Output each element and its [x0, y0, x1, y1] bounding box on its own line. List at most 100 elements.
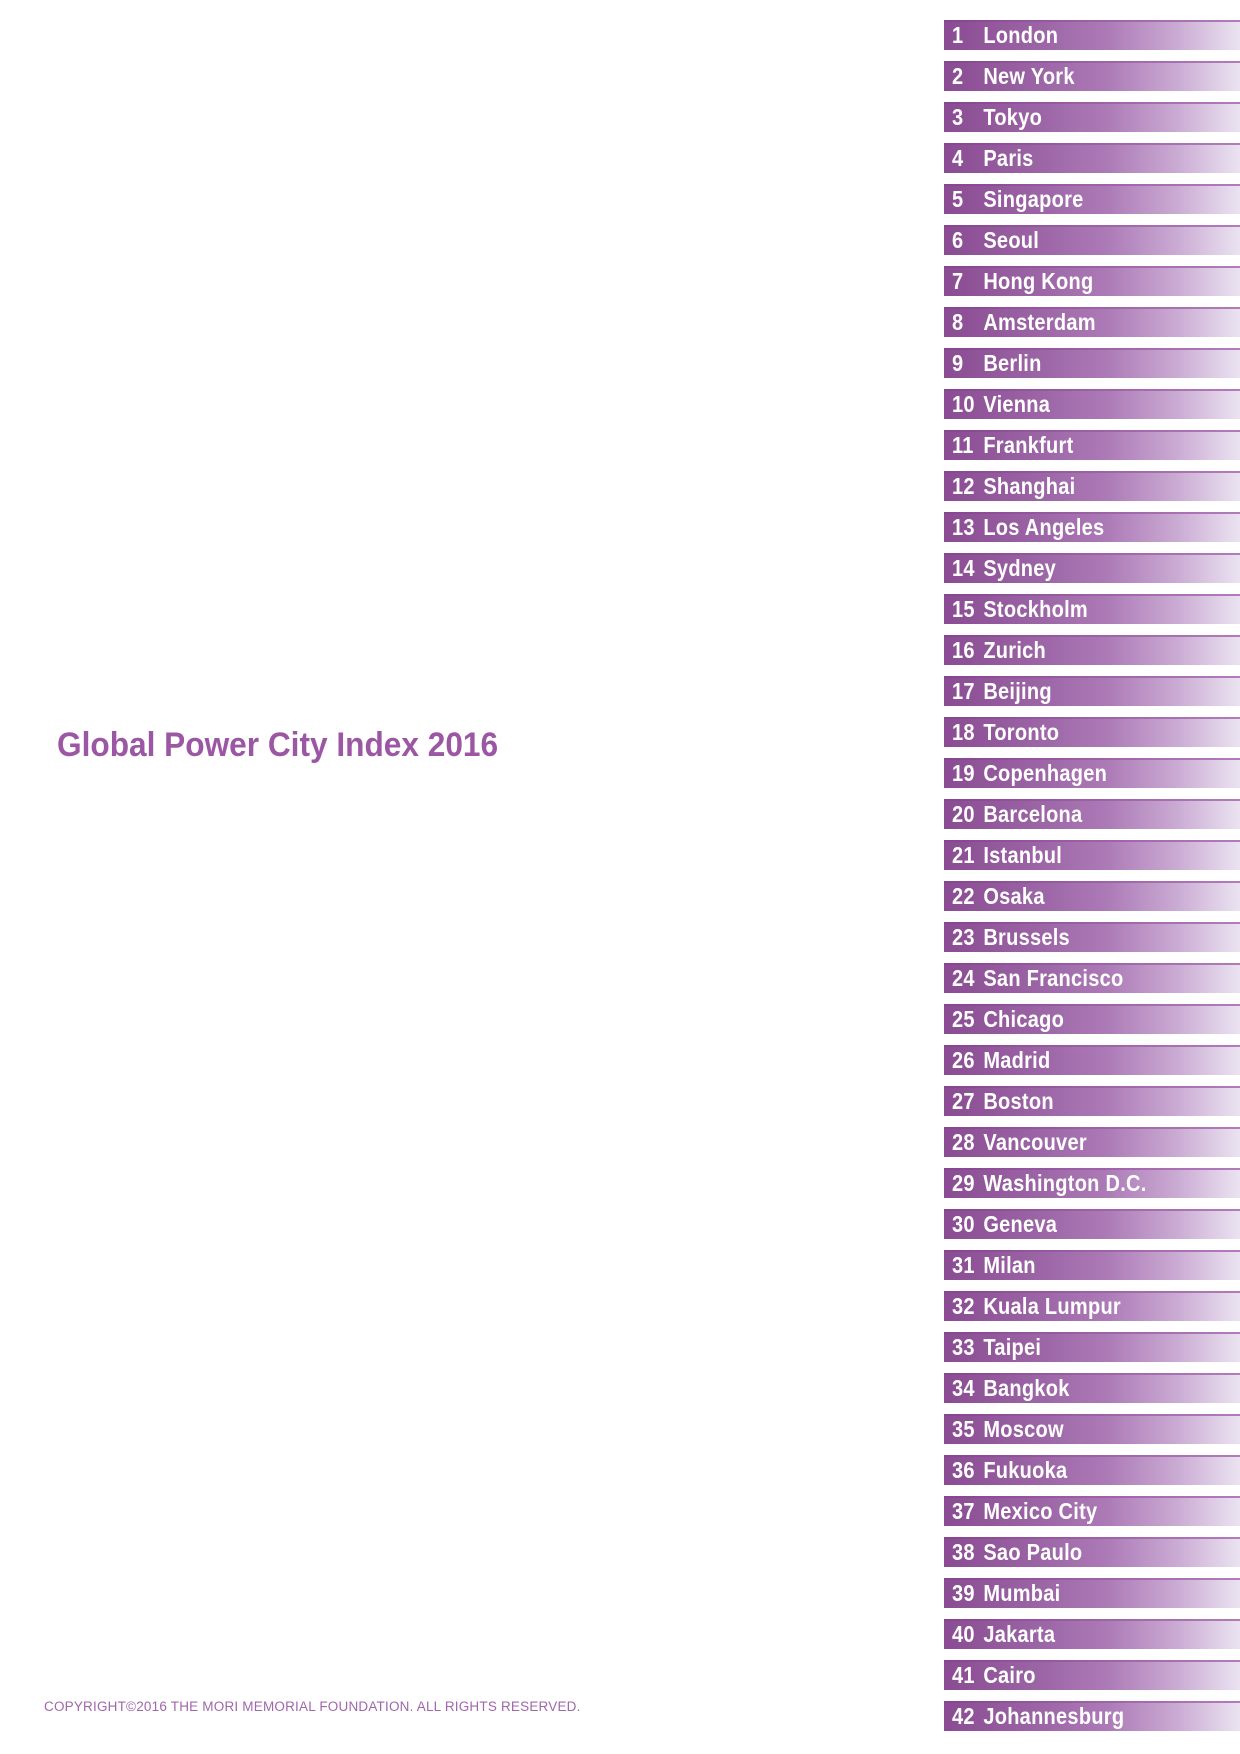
ranking-bar-text: 42 Johannesburg: [952, 1701, 1124, 1731]
rank-number: 33: [952, 1334, 975, 1360]
rank-number: 42: [952, 1703, 975, 1729]
ranking-bar-text: 16 Zurich: [952, 635, 1046, 665]
city-name: Copenhagen: [983, 760, 1108, 786]
city-name: Toronto: [983, 719, 1060, 745]
ranking-bar-text: 13 Los Angeles: [952, 512, 1104, 542]
ranking-bar-14: 14 Sydney: [944, 553, 1240, 583]
ranking-bar-text: 14 Sydney: [952, 553, 1056, 583]
city-name: Milan: [983, 1252, 1036, 1278]
ranking-bar-12: 12 Shanghai: [944, 471, 1240, 501]
city-name: Singapore: [983, 186, 1084, 212]
ranking-bar-25: 25 Chicago: [944, 1004, 1240, 1034]
ranking-bar-15: 15 Stockholm: [944, 594, 1240, 624]
city-name: Brussels: [983, 924, 1070, 950]
ranking-bar-1: 1 London: [944, 20, 1240, 50]
city-name: Frankfurt: [983, 432, 1074, 458]
ranking-bar-4: 4 Paris: [944, 143, 1240, 173]
city-name: Bangkok: [983, 1375, 1070, 1401]
city-name: Stockholm: [983, 596, 1088, 622]
ranking-bar-text: 5 Singapore: [952, 184, 1084, 214]
ranking-bar-22: 22 Osaka: [944, 881, 1240, 911]
rank-number: 11: [952, 432, 974, 458]
ranking-bar-text: 9 Berlin: [952, 348, 1042, 378]
city-name: Amsterdam: [983, 309, 1096, 335]
rank-number: 29: [952, 1170, 975, 1196]
rank-number: 1: [952, 22, 964, 48]
ranking-bar-36: 36 Fukuoka: [944, 1455, 1240, 1485]
rank-number: 20: [952, 801, 975, 827]
ranking-bar-28: 28 Vancouver: [944, 1127, 1240, 1157]
city-name: Seoul: [983, 227, 1040, 253]
ranking-bar-3: 3 Tokyo: [944, 102, 1240, 132]
ranking-bar-5: 5 Singapore: [944, 184, 1240, 214]
city-name: Madrid: [983, 1047, 1051, 1073]
rank-number: 6: [952, 227, 964, 253]
city-name: Berlin: [983, 350, 1042, 376]
city-name: Barcelona: [983, 801, 1083, 827]
city-name: Washington D.C.: [983, 1170, 1147, 1196]
rank-number: 25: [952, 1006, 975, 1032]
ranking-bar-text: 29 Washington D.C.: [952, 1168, 1147, 1198]
city-name: Fukuoka: [983, 1457, 1068, 1483]
ranking-bar-19: 19 Copenhagen: [944, 758, 1240, 788]
ranking-bar-33: 33 Taipei: [944, 1332, 1240, 1362]
rank-number: 17: [952, 678, 975, 704]
city-name: Istanbul: [983, 842, 1063, 868]
rank-number: 9: [952, 350, 964, 376]
ranking-bar-text: 34 Bangkok: [952, 1373, 1070, 1403]
ranking-bar-text: 1 London: [952, 20, 1058, 50]
ranking-bar-21: 21 Istanbul: [944, 840, 1240, 870]
city-name: Tokyo: [983, 104, 1043, 130]
ranking-bar-40: 40 Jakarta: [944, 1619, 1240, 1649]
ranking-bar-text: 21 Istanbul: [952, 840, 1062, 870]
ranking-bar-2: 2 New York: [944, 61, 1240, 91]
ranking-bar-text: 24 San Francisco: [952, 963, 1124, 993]
rank-number: 18: [952, 719, 975, 745]
ranking-bar-13: 13 Los Angeles: [944, 512, 1240, 542]
copyright-notice: COPYRIGHT©2016 THE MORI MEMORIAL FOUNDAT…: [44, 1699, 581, 1714]
ranking-bar-29: 29 Washington D.C.: [944, 1168, 1240, 1198]
city-name: Shanghai: [983, 473, 1076, 499]
rank-number: 21: [952, 842, 975, 868]
ranking-bar-text: 32 Kuala Lumpur: [952, 1291, 1121, 1321]
city-name: Mumbai: [983, 1580, 1061, 1606]
city-name: Sydney: [983, 555, 1057, 581]
ranking-bar-8: 8 Amsterdam: [944, 307, 1240, 337]
ranking-bar-text: 39 Mumbai: [952, 1578, 1060, 1608]
ranking-bar-text: 10 Vienna: [952, 389, 1050, 419]
ranking-bar-text: 6 Seoul: [952, 225, 1039, 255]
rank-number: 34: [952, 1375, 975, 1401]
rank-number: 7: [952, 268, 964, 294]
city-name: Chicago: [983, 1006, 1065, 1032]
rank-number: 10: [952, 391, 975, 417]
rank-number: 2: [952, 63, 964, 89]
ranking-bar-34: 34 Bangkok: [944, 1373, 1240, 1403]
city-name: Moscow: [983, 1416, 1064, 1442]
city-name: Vancouver: [983, 1129, 1087, 1155]
rank-number: 8: [952, 309, 964, 335]
rank-number: 15: [952, 596, 975, 622]
ranking-bar-text: 19 Copenhagen: [952, 758, 1107, 788]
ranking-bar-23: 23 Brussels: [944, 922, 1240, 952]
ranking-bar-35: 35 Moscow: [944, 1414, 1240, 1444]
ranking-bar-20: 20 Barcelona: [944, 799, 1240, 829]
city-name: Boston: [983, 1088, 1054, 1114]
city-name: Sao Paulo: [983, 1539, 1083, 1565]
ranking-bar-32: 32 Kuala Lumpur: [944, 1291, 1240, 1321]
rank-number: 14: [952, 555, 975, 581]
rank-number: 19: [952, 760, 975, 786]
ranking-bar-text: 7 Hong Kong: [952, 266, 1093, 296]
rank-number: 3: [952, 104, 964, 130]
ranking-bar-text: 27 Boston: [952, 1086, 1054, 1116]
ranking-bar-26: 26 Madrid: [944, 1045, 1240, 1075]
ranking-bar-text: 37 Mexico City: [952, 1496, 1097, 1526]
ranking-bar-text: 31 Milan: [952, 1250, 1036, 1280]
ranking-bar-42: 42 Johannesburg: [944, 1701, 1240, 1731]
ranking-bar-text: 33 Taipei: [952, 1332, 1041, 1362]
ranking-bar-9: 9 Berlin: [944, 348, 1240, 378]
city-name: Johannesburg: [983, 1703, 1125, 1729]
ranking-bar-39: 39 Mumbai: [944, 1578, 1240, 1608]
rank-number: 4: [952, 145, 964, 171]
ranking-bar-41: 41 Cairo: [944, 1660, 1240, 1690]
city-name: Hong Kong: [983, 268, 1094, 294]
